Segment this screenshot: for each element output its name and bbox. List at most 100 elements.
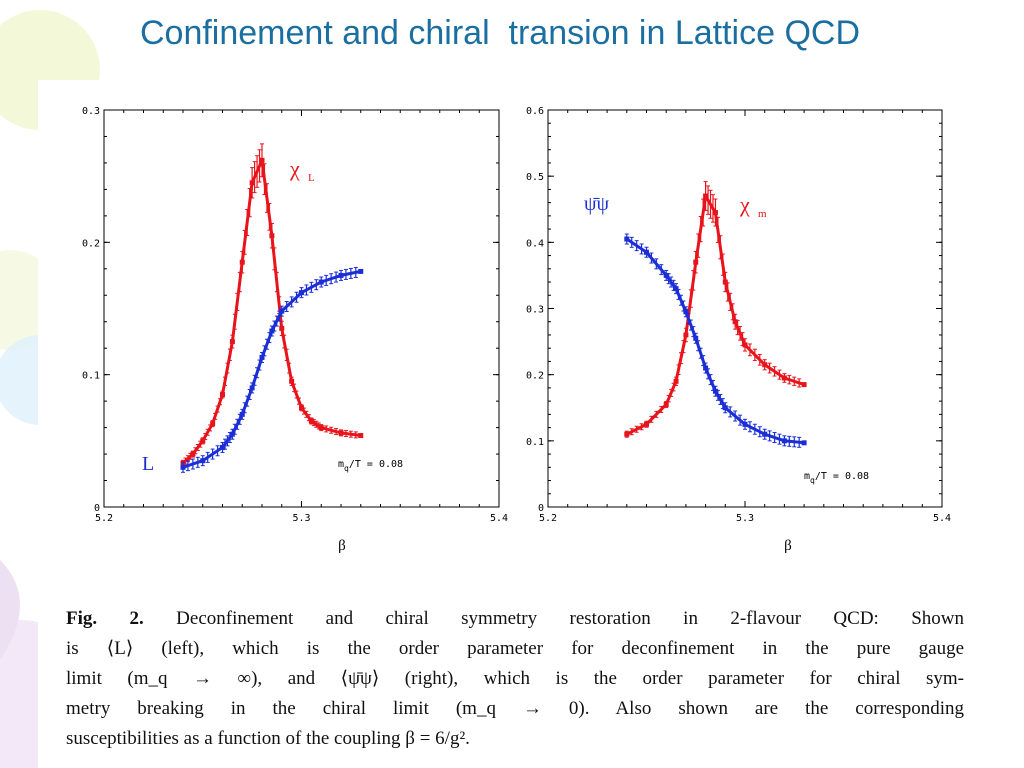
data-point — [673, 378, 679, 384]
series-line — [182, 269, 361, 469]
L-label: L — [142, 453, 154, 475]
data-point — [220, 392, 225, 398]
data-point — [762, 362, 768, 368]
x-tick-label: 5.4 — [490, 513, 508, 524]
y-tick-label: 0.2 — [526, 371, 544, 382]
left-chart-frame — [103, 109, 500, 508]
right-xlabel: β — [784, 538, 792, 554]
series-line — [181, 158, 361, 465]
data-point — [781, 375, 787, 381]
caption-line-3: limit (m_q → ∞), and ⟨ψ̄ψ⟩ (right), whic… — [66, 668, 964, 689]
data-point — [318, 279, 324, 285]
chi-L-subscript: L — [308, 172, 315, 184]
y-tick-label: 0 — [94, 503, 100, 514]
charts-svg: 0 0.1 0.2 0.3 5.2 5.3 5.4 0 0.1 0.2 0.3 0.4 0.5 0.6 5… — [82, 106, 951, 554]
data-point — [644, 421, 649, 427]
y-tick-label: 0.1 — [82, 371, 100, 382]
data-point — [712, 210, 718, 216]
x-tick-label: 5.2 — [95, 513, 113, 524]
data-point — [190, 451, 196, 457]
y-tick-label: 0.3 — [82, 106, 100, 117]
data-point — [624, 236, 630, 242]
slide-title: Confinement and chiral transion in Latti… — [139, 14, 861, 52]
data-point — [279, 325, 285, 331]
x-tick-label: 5.4 — [933, 513, 951, 524]
data-point — [299, 290, 304, 296]
data-point — [762, 431, 768, 437]
x-tick-label: 5.3 — [292, 513, 310, 524]
data-point — [683, 332, 689, 338]
chi-m-label: χ — [739, 192, 750, 217]
x-tick-label: 5.3 — [736, 513, 754, 524]
data-point — [239, 259, 245, 265]
data-point — [318, 425, 324, 431]
data-point — [663, 401, 669, 407]
y-tick-label: 0.4 — [526, 238, 544, 249]
caption-line-5: susceptibilities as a function of the co… — [66, 728, 470, 749]
figure-panel: 0 0.1 0.2 0.3 5.2 5.3 5.4 0 0.1 0.2 0.3 0.4 0.5 0.6 5… — [38, 80, 1024, 768]
data-point — [269, 328, 275, 334]
data-point — [239, 411, 245, 417]
caption-line-4: metry breaking in the chiral limit (m_q … — [66, 698, 964, 719]
data-point — [742, 421, 748, 427]
data-point — [644, 249, 649, 255]
data-point — [308, 418, 314, 424]
series-line — [626, 194, 805, 436]
data-point — [358, 433, 364, 439]
series-line — [625, 237, 805, 445]
figure-caption: Fig. 2. Deconfinement and chiral symmetr… — [66, 604, 964, 754]
data-point — [299, 405, 304, 411]
data-point — [210, 421, 216, 427]
data-point — [358, 268, 364, 274]
caption-line-1-text: Deconfinement and chiral symmetry restor… — [176, 608, 964, 629]
y-tick-label: 0.3 — [526, 305, 544, 316]
caption-fig-label: Fig. 2. — [66, 608, 144, 629]
data-point — [722, 279, 728, 285]
right-chart-frame — [547, 109, 943, 508]
data-point — [180, 464, 186, 470]
data-point — [279, 308, 285, 314]
data-point — [338, 272, 344, 278]
data-point — [722, 405, 728, 411]
data-point — [801, 382, 807, 388]
data-point — [229, 431, 235, 437]
data-point — [683, 309, 689, 315]
data-point — [269, 233, 275, 239]
left-annotation: mq/T = 0.08 — [338, 459, 403, 473]
data-point — [259, 354, 265, 360]
data-point — [338, 430, 344, 436]
y-tick-label: 0.1 — [526, 437, 544, 448]
data-point — [712, 388, 718, 394]
psibar-psi-label: ψ̄ψ — [584, 193, 610, 215]
x-tick-label: 5.2 — [539, 513, 557, 524]
caption-line-2: is ⟨L⟩ (left), which is the order parame… — [66, 638, 964, 659]
chi-L-label: χ — [289, 156, 300, 181]
data-point — [693, 335, 699, 341]
data-point — [249, 385, 255, 391]
data-point — [742, 342, 748, 348]
y-tick-label: 0.5 — [526, 172, 544, 183]
y-tick-label: 0.6 — [526, 106, 544, 117]
data-point — [249, 180, 255, 186]
data-point — [703, 193, 709, 199]
data-point — [781, 438, 787, 444]
data-point — [673, 286, 679, 292]
data-point — [229, 339, 235, 345]
data-point — [259, 157, 265, 163]
left-xlabel: β — [338, 538, 346, 554]
data-point — [624, 431, 630, 437]
chi-m-subscript: m — [758, 208, 767, 220]
data-point — [663, 272, 669, 278]
y-tick-label: 0 — [538, 503, 544, 514]
data-point — [703, 365, 709, 371]
right-annotation: mq/T = 0.08 — [804, 471, 869, 485]
data-point — [220, 444, 225, 450]
caption-line-1: Fig. 2. Deconfinement and chiral symmetr… — [66, 604, 964, 634]
data-point — [693, 259, 699, 265]
data-point — [200, 438, 206, 444]
data-point — [200, 458, 206, 464]
y-tick-label: 0.2 — [82, 238, 100, 249]
data-point — [801, 440, 807, 446]
data-point — [289, 378, 295, 384]
data-point — [732, 319, 738, 325]
